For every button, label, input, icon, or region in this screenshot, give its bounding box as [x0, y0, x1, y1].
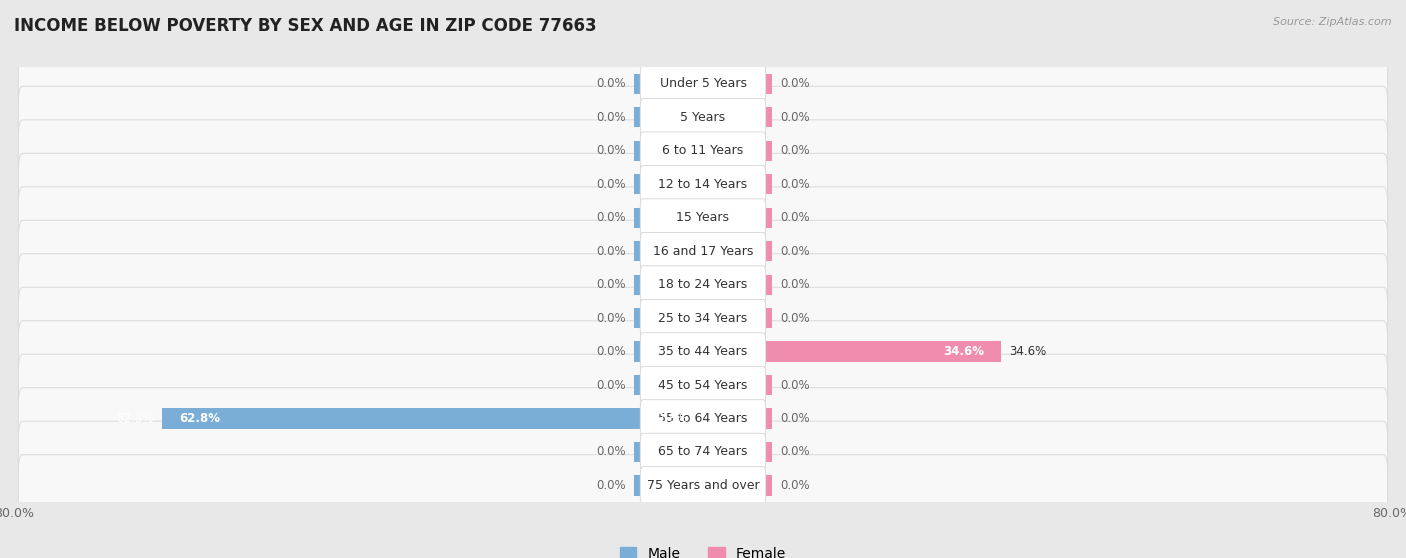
Bar [634, 275, 703, 295]
Bar [634, 442, 703, 462]
Text: 6 to 11 Years: 6 to 11 Years [662, 144, 744, 157]
FancyBboxPatch shape [640, 366, 766, 404]
Text: 62.8%: 62.8% [180, 412, 221, 425]
Text: INCOME BELOW POVERTY BY SEX AND AGE IN ZIP CODE 77663: INCOME BELOW POVERTY BY SEX AND AGE IN Z… [14, 17, 596, 35]
FancyBboxPatch shape [18, 86, 1388, 148]
Bar [703, 141, 772, 161]
Text: 0.0%: 0.0% [780, 177, 810, 191]
FancyBboxPatch shape [640, 232, 766, 270]
FancyBboxPatch shape [640, 165, 766, 203]
Bar [634, 375, 703, 395]
FancyBboxPatch shape [640, 65, 766, 103]
Bar [703, 74, 772, 94]
FancyBboxPatch shape [640, 400, 766, 437]
Text: 0.0%: 0.0% [596, 110, 626, 124]
FancyBboxPatch shape [18, 388, 1388, 449]
Text: 0.0%: 0.0% [780, 278, 810, 291]
Bar [703, 475, 772, 496]
Text: 0.0%: 0.0% [596, 378, 626, 392]
Text: 62.8%: 62.8% [650, 412, 688, 425]
FancyBboxPatch shape [18, 187, 1388, 248]
Text: 75 Years and over: 75 Years and over [647, 479, 759, 492]
FancyBboxPatch shape [18, 53, 1388, 114]
Text: 0.0%: 0.0% [780, 479, 810, 492]
Text: 0.0%: 0.0% [596, 278, 626, 291]
Text: 0.0%: 0.0% [780, 378, 810, 392]
Bar [634, 107, 703, 127]
Text: 0.0%: 0.0% [780, 311, 810, 325]
Text: 55 to 64 Years: 55 to 64 Years [658, 412, 748, 425]
FancyBboxPatch shape [18, 120, 1388, 181]
Bar [162, 408, 703, 429]
Text: 35 to 44 Years: 35 to 44 Years [658, 345, 748, 358]
Bar [703, 375, 772, 395]
FancyBboxPatch shape [640, 466, 766, 504]
Text: 5 Years: 5 Years [681, 110, 725, 124]
Bar [703, 442, 772, 462]
Text: 0.0%: 0.0% [780, 412, 810, 425]
FancyBboxPatch shape [640, 199, 766, 237]
Text: Source: ZipAtlas.com: Source: ZipAtlas.com [1274, 17, 1392, 27]
Bar [703, 275, 772, 295]
Text: Under 5 Years: Under 5 Years [659, 77, 747, 90]
Bar [634, 341, 703, 362]
Text: 0.0%: 0.0% [780, 110, 810, 124]
Text: 0.0%: 0.0% [596, 244, 626, 258]
Text: 25 to 34 Years: 25 to 34 Years [658, 311, 748, 325]
FancyBboxPatch shape [640, 98, 766, 136]
Bar [703, 341, 1001, 362]
Text: 45 to 54 Years: 45 to 54 Years [658, 378, 748, 392]
Text: 0.0%: 0.0% [780, 211, 810, 224]
Bar [634, 475, 703, 496]
FancyBboxPatch shape [640, 299, 766, 337]
Bar [703, 308, 772, 328]
Bar [634, 241, 703, 261]
Bar [703, 107, 772, 127]
FancyBboxPatch shape [18, 354, 1388, 416]
Text: 0.0%: 0.0% [780, 77, 810, 90]
Bar [634, 174, 703, 194]
FancyBboxPatch shape [18, 153, 1388, 215]
Text: 0.0%: 0.0% [780, 445, 810, 459]
Bar [703, 208, 772, 228]
Bar [634, 74, 703, 94]
FancyBboxPatch shape [18, 321, 1388, 382]
Text: 15 Years: 15 Years [676, 211, 730, 224]
FancyBboxPatch shape [18, 220, 1388, 282]
Text: 0.0%: 0.0% [596, 479, 626, 492]
Text: 16 and 17 Years: 16 and 17 Years [652, 244, 754, 258]
Text: 0.0%: 0.0% [596, 345, 626, 358]
FancyBboxPatch shape [18, 254, 1388, 315]
Text: 12 to 14 Years: 12 to 14 Years [658, 177, 748, 191]
Text: 0.0%: 0.0% [780, 144, 810, 157]
Bar [703, 241, 772, 261]
Bar [634, 208, 703, 228]
Text: 0.0%: 0.0% [596, 445, 626, 459]
FancyBboxPatch shape [18, 287, 1388, 349]
Text: 65 to 74 Years: 65 to 74 Years [658, 445, 748, 459]
Legend: Male, Female: Male, Female [620, 546, 786, 558]
Text: 0.0%: 0.0% [596, 311, 626, 325]
Text: 0.0%: 0.0% [596, 211, 626, 224]
Text: 0.0%: 0.0% [596, 177, 626, 191]
Text: 62.8%: 62.8% [117, 412, 153, 425]
Text: 0.0%: 0.0% [780, 244, 810, 258]
Text: 0.0%: 0.0% [596, 77, 626, 90]
FancyBboxPatch shape [640, 333, 766, 371]
Text: 18 to 24 Years: 18 to 24 Years [658, 278, 748, 291]
FancyBboxPatch shape [640, 132, 766, 170]
FancyBboxPatch shape [640, 433, 766, 471]
Text: 34.6%: 34.6% [1010, 345, 1047, 358]
FancyBboxPatch shape [640, 266, 766, 304]
Bar [703, 174, 772, 194]
Text: 0.0%: 0.0% [596, 144, 626, 157]
Bar [634, 141, 703, 161]
Text: 34.6%: 34.6% [943, 345, 984, 358]
Bar [703, 408, 772, 429]
FancyBboxPatch shape [18, 421, 1388, 483]
Bar [634, 308, 703, 328]
FancyBboxPatch shape [18, 455, 1388, 516]
